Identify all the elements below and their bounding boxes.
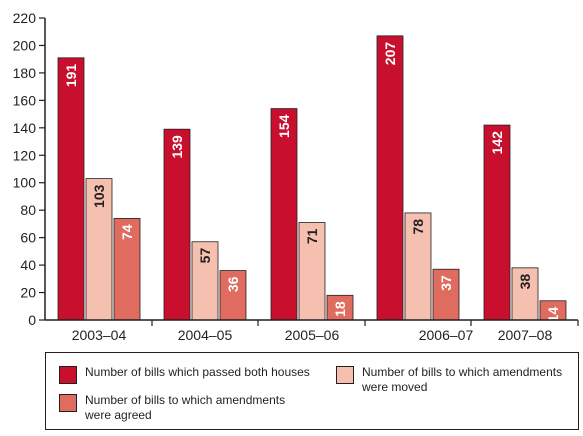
y-tick-label: 180 bbox=[13, 65, 37, 81]
bar bbox=[57, 57, 85, 321]
y-tick-label: 20 bbox=[20, 285, 36, 301]
bar bbox=[163, 128, 191, 321]
bar bbox=[432, 268, 460, 321]
y-tick-label: 100 bbox=[13, 175, 37, 191]
data-label: 78 bbox=[410, 219, 426, 235]
data-label: 57 bbox=[197, 248, 213, 264]
x-category-label: 2005–06 bbox=[285, 327, 340, 343]
legend-swatch-moved bbox=[336, 366, 354, 384]
bar bbox=[511, 267, 539, 321]
y-axis: 0 20 40 60 80 100 120 140 160 180 200 220 bbox=[13, 10, 46, 328]
data-label: 191 bbox=[63, 64, 79, 88]
x-category-label: 2007–08 bbox=[498, 327, 553, 343]
bar bbox=[404, 212, 432, 321]
y-tick-label: 40 bbox=[20, 257, 36, 273]
x-category-label: 2004–05 bbox=[178, 327, 233, 343]
y-tick-label: 160 bbox=[13, 92, 37, 108]
y-tick-label: 80 bbox=[20, 202, 36, 218]
data-label: 142 bbox=[489, 131, 505, 155]
y-tick-label: 220 bbox=[13, 10, 37, 26]
legend-swatch-passed bbox=[59, 366, 77, 384]
y-tick-label: 0 bbox=[28, 312, 36, 328]
legend-label-moved: Number of bills to which amendments were… bbox=[362, 365, 563, 394]
legend-item-passed: Number of bills which passed both houses bbox=[59, 365, 310, 384]
bar bbox=[270, 108, 298, 321]
bar bbox=[85, 178, 113, 321]
legend-item-agreed: Number of bills to which amendments were… bbox=[59, 393, 285, 423]
data-label: 71 bbox=[304, 228, 320, 244]
data-label: 37 bbox=[438, 275, 454, 291]
data-label: 103 bbox=[91, 184, 107, 208]
data-label: 18 bbox=[332, 301, 348, 317]
bar bbox=[219, 270, 247, 321]
y-tick-label: 140 bbox=[13, 120, 37, 136]
y-tick-label: 120 bbox=[13, 147, 37, 163]
legend-swatch-agreed bbox=[59, 394, 77, 412]
legend-item-moved: Number of bills to which amendments were… bbox=[336, 365, 562, 395]
x-category-label: 2003–04 bbox=[72, 327, 127, 343]
data-label: 74 bbox=[119, 224, 135, 240]
x-category-label: 2006–07 bbox=[419, 327, 474, 343]
bars: 191 103 74 139 57 36 154 71 18 207 78 37 142 38 14 bbox=[57, 35, 567, 323]
data-label: 14 bbox=[545, 307, 561, 323]
y-tick-label: 60 bbox=[20, 230, 36, 246]
legend-label-agreed: Number of bills to which amendments were… bbox=[85, 393, 286, 422]
data-label: 207 bbox=[382, 42, 398, 66]
data-label: 154 bbox=[276, 114, 292, 138]
data-label: 139 bbox=[169, 135, 185, 159]
bar bbox=[376, 35, 404, 321]
data-label: 36 bbox=[225, 276, 241, 292]
bar bbox=[326, 294, 354, 321]
data-label: 38 bbox=[517, 274, 533, 290]
y-tick-label: 200 bbox=[13, 37, 37, 53]
legend-label-passed: Number of bills which passed both houses bbox=[85, 365, 310, 379]
x-axis: 2003–04 2004–05 2005–06 2006–07 2007–08 bbox=[45, 319, 579, 343]
legend: Number of bills which passed both houses… bbox=[45, 352, 579, 430]
